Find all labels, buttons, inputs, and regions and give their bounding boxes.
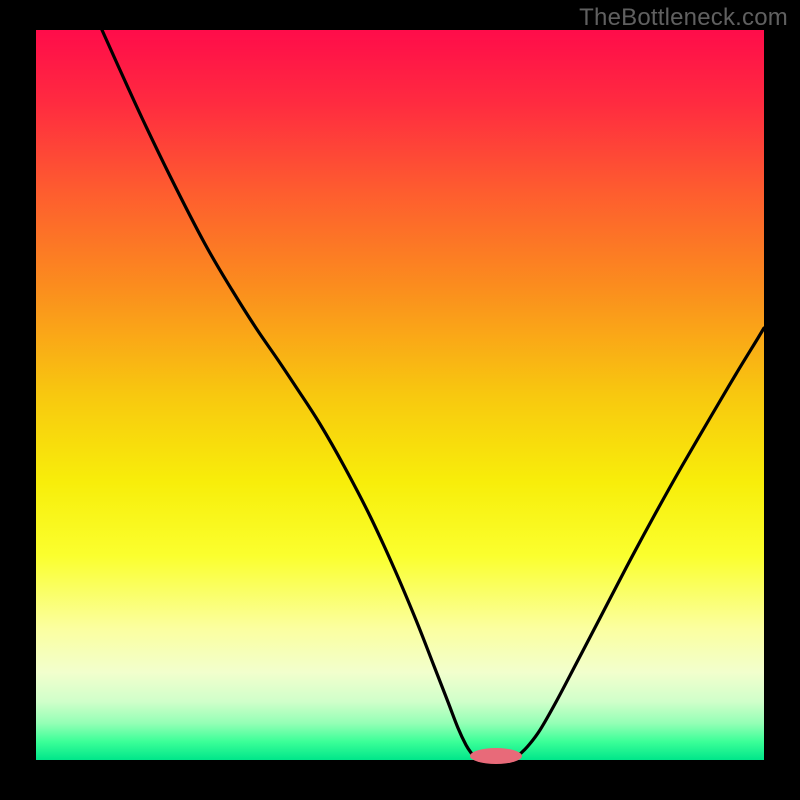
- bottleneck-marker: [470, 748, 522, 764]
- bottleneck-chart: [0, 0, 800, 800]
- chart-container: TheBottleneck.com: [0, 0, 800, 800]
- plot-background: [36, 30, 764, 760]
- watermark-text: TheBottleneck.com: [579, 4, 788, 32]
